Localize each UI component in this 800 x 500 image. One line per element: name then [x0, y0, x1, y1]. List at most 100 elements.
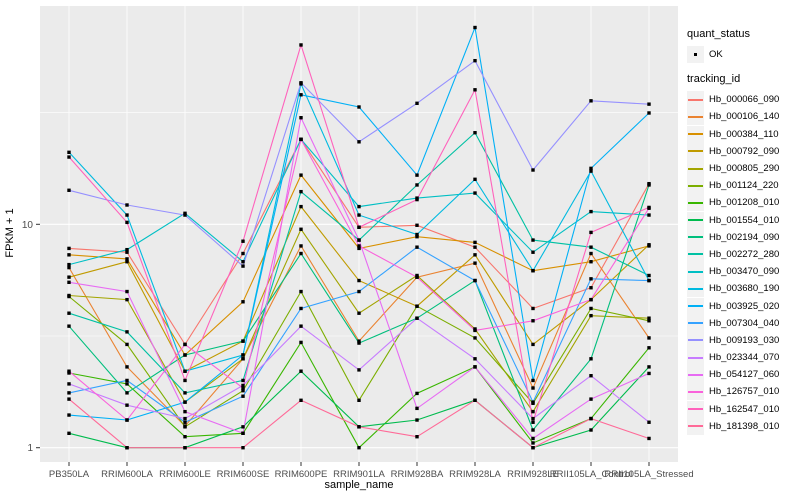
data-point — [241, 251, 245, 256]
data-point — [647, 336, 651, 340]
x-tick-label: RRIM600SE — [217, 469, 270, 480]
data-point — [589, 230, 593, 235]
legend-item: Hb_001554_010 — [687, 211, 799, 229]
data-point — [357, 368, 361, 372]
data-point — [299, 81, 303, 85]
data-point — [415, 183, 419, 187]
legend-key-line-icon — [687, 194, 704, 212]
data-point — [67, 275, 71, 279]
legend-key-line-icon — [687, 417, 704, 435]
data-point — [357, 140, 361, 144]
legend-key-line-icon — [687, 349, 704, 367]
data-point — [647, 102, 651, 106]
data-point — [589, 169, 593, 173]
data-point — [357, 244, 361, 248]
legend-item-label: Hb_001208_010 — [709, 197, 780, 209]
legend-title-quant-status: quant_status — [687, 28, 750, 40]
legend-item-label: Hb_000066_090 — [709, 94, 780, 106]
data-point — [67, 324, 71, 328]
data-point — [299, 43, 303, 47]
data-point — [241, 260, 245, 264]
data-point — [473, 131, 477, 135]
data-point — [531, 386, 535, 390]
data-point — [473, 365, 477, 369]
legend-item-label: Hb_023344_070 — [709, 352, 780, 364]
data-point — [357, 425, 361, 429]
legend-key-line-icon — [687, 91, 704, 109]
data-point — [67, 253, 71, 257]
data-point — [357, 311, 361, 315]
legend-key-line-icon — [687, 263, 704, 281]
data-point — [183, 342, 187, 347]
legend-key-line-icon — [687, 383, 704, 401]
data-point — [299, 340, 303, 345]
data-point — [647, 111, 651, 115]
data-point — [241, 388, 245, 393]
legend-item: Hb_000384_110 — [687, 125, 799, 143]
data-point — [67, 311, 71, 315]
data-point — [589, 306, 593, 311]
legend-key-line-icon — [687, 400, 704, 418]
legend-item: Hb_000066_090 — [687, 91, 799, 109]
data-point — [473, 191, 477, 195]
data-point — [299, 93, 303, 97]
legend-key-line-icon — [687, 108, 704, 126]
data-point — [183, 369, 187, 373]
data-point — [241, 383, 245, 388]
legend-item-label: Hb_162547_010 — [709, 403, 780, 415]
data-point — [647, 365, 651, 369]
data-point — [589, 99, 593, 103]
x-tick-label: PB350LA — [49, 469, 90, 480]
data-point — [241, 386, 245, 390]
data-point — [183, 420, 187, 424]
legend-item-label: Hb_003925_020 — [709, 300, 780, 312]
legend-item: Hb_002272_280 — [687, 245, 799, 263]
data-point — [299, 204, 303, 209]
legend-item-label: Hb_000106_140 — [709, 111, 780, 123]
data-point — [183, 446, 187, 450]
legend-key-line-icon — [687, 228, 704, 246]
data-point — [299, 289, 303, 294]
data-point — [415, 406, 419, 411]
legend-key-line-icon — [687, 331, 704, 349]
legend-item-ok: OK — [687, 46, 799, 64]
legend-item: Hb_007304_040 — [687, 314, 799, 332]
data-point — [299, 398, 303, 402]
data-point — [67, 431, 71, 436]
y-axis-title: FPKM + 1 — [4, 208, 16, 258]
data-point — [473, 336, 477, 340]
data-point — [415, 435, 419, 439]
data-point — [415, 391, 419, 396]
legend-key-line-icon — [687, 366, 704, 384]
data-point — [589, 277, 593, 281]
legend: quant_status OK tracking_id Hb_000066_09… — [687, 28, 799, 435]
data-point — [299, 173, 303, 177]
legend-key-line-icon — [687, 125, 704, 143]
data-point — [299, 324, 303, 328]
data-point — [531, 400, 535, 404]
legend-item: Hb_003680_190 — [687, 280, 799, 298]
legend-item: Hb_001124_220 — [687, 177, 799, 195]
data-point — [473, 25, 477, 30]
data-point — [125, 260, 129, 264]
data-point — [299, 369, 303, 373]
legend-key-line-icon — [687, 177, 704, 195]
data-point — [357, 213, 361, 217]
legend-item: Hb_181398_010 — [687, 417, 799, 435]
legend-item-label: Hb_001124_220 — [709, 180, 779, 192]
data-point — [241, 264, 245, 268]
data-point — [67, 413, 71, 417]
legend-item: Hb_000805_290 — [687, 160, 799, 178]
legend-item: Hb_054127_060 — [687, 366, 799, 384]
data-point — [473, 261, 477, 265]
data-point — [241, 378, 245, 383]
data-point — [647, 213, 651, 217]
legend-item-label: Hb_054127_060 — [709, 369, 780, 381]
x-tick-label: RRII105LA_Control — [550, 469, 632, 480]
x-tick-label: RRII105LA_Stressed — [604, 469, 693, 480]
data-point — [125, 391, 129, 395]
data-point — [415, 418, 419, 422]
legend-item-label: OK — [709, 49, 723, 61]
